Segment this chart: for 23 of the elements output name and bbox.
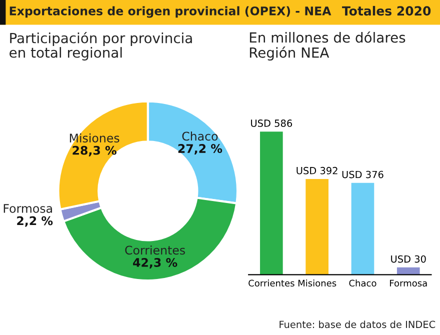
- bar: [351, 182, 374, 275]
- chart-subtitle: En millones de dólares Región NEA: [250, 31, 406, 61]
- data-label: 27,2 %: [178, 144, 222, 154]
- data-label: USD 586: [251, 120, 292, 127]
- slice-label: Corrientes: [125, 245, 185, 255]
- chart-title: Exportaciones de origen provincial (OPEX) - NEA: [10, 6, 332, 18]
- data-label: USD 30: [391, 255, 426, 263]
- chart-subtitle: Participación por provincia en total regional: [10, 32, 192, 60]
- data-label: 2,2 %: [17, 216, 53, 227]
- slice-label: Chaco: [182, 132, 218, 141]
- chart-title: Totales 2020: [342, 6, 431, 16]
- data-label: USD 376: [342, 170, 384, 178]
- x-tick-label: Chaco: [349, 280, 376, 287]
- bar: [260, 132, 283, 275]
- data-label: 28,3 %: [72, 146, 116, 156]
- x-tick-label: Corrientes: [248, 280, 294, 287]
- x-tick-label: Formosa: [390, 280, 427, 287]
- x-tick-label: Misiones: [298, 280, 336, 287]
- bar: [306, 178, 328, 275]
- slice-label: Formosa: [4, 204, 52, 213]
- data-label: USD 392: [296, 166, 338, 174]
- data-label: 42,3 %: [133, 258, 178, 268]
- source-note: Fuente: base de datos de INDEC: [280, 320, 436, 328]
